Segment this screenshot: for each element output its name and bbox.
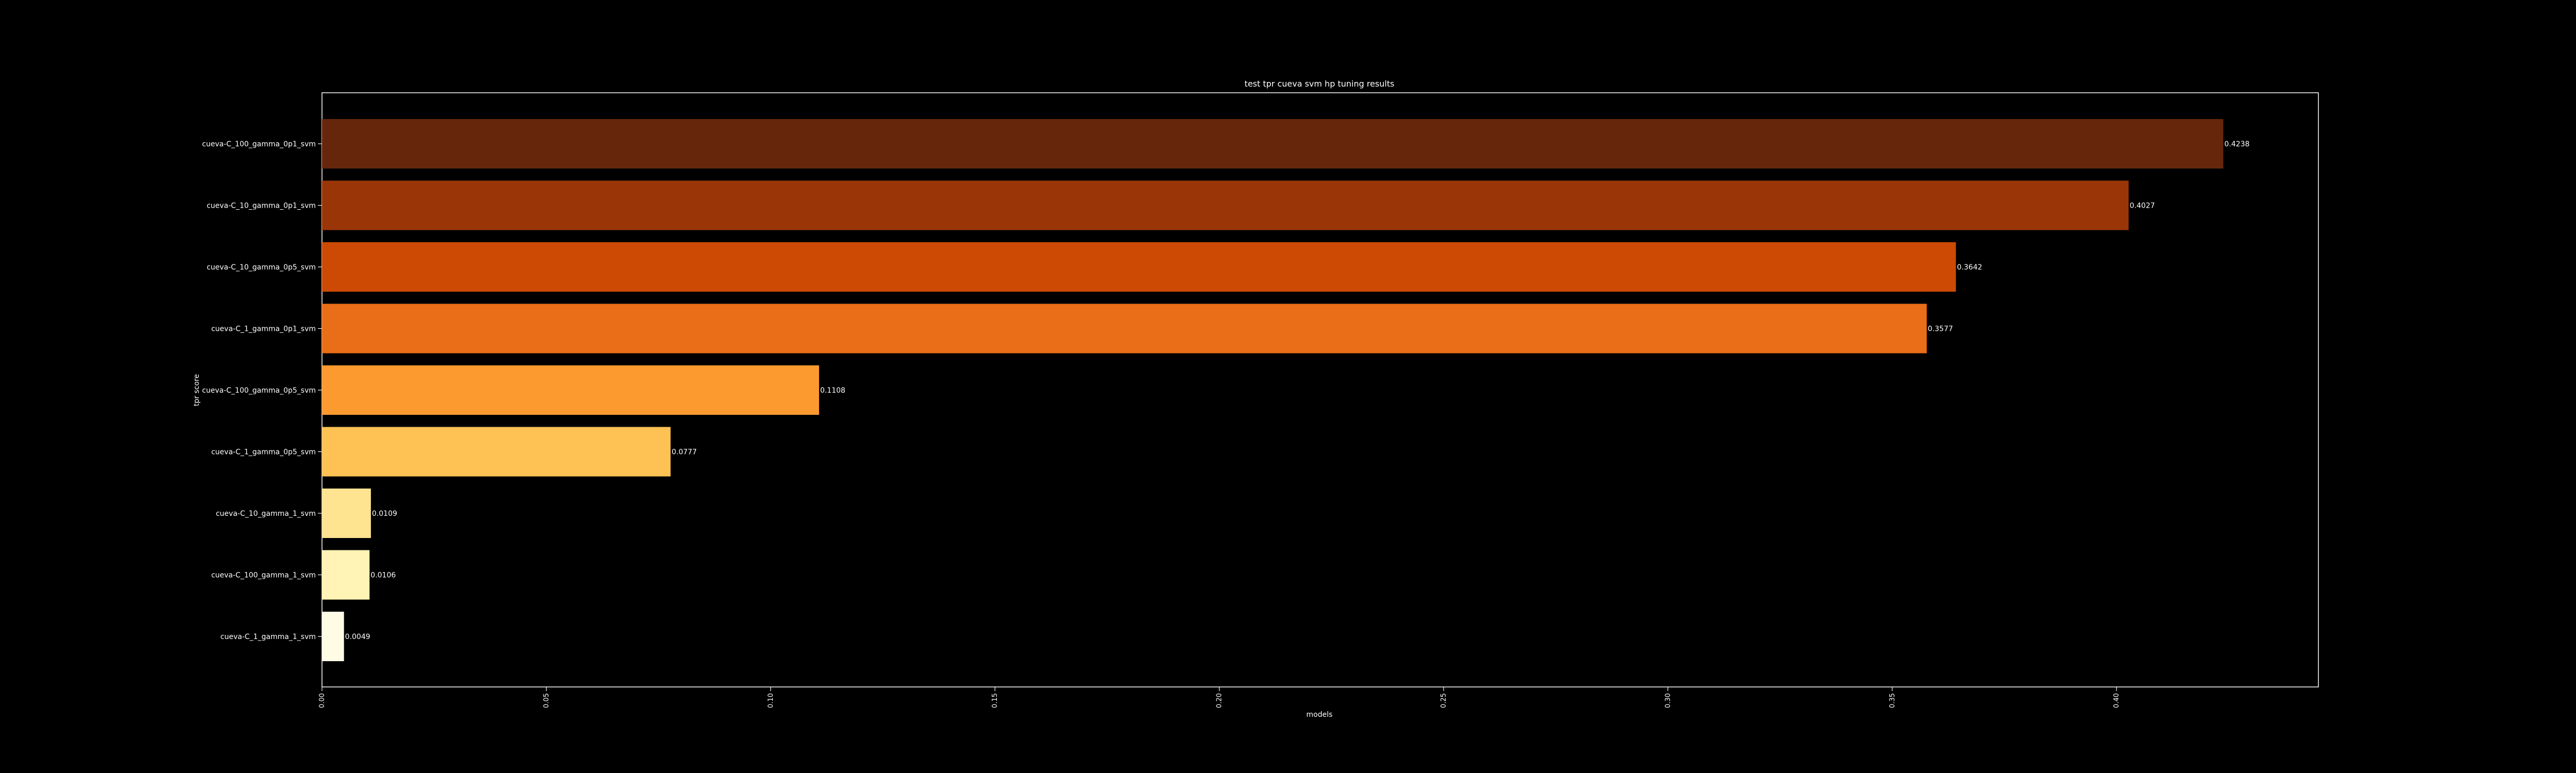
bar-4: [322, 365, 819, 415]
bar-7: [322, 550, 370, 600]
value-label: 0.3577: [1928, 325, 1953, 333]
y-tick-label: cueva-C_100_gamma_1_svm: [211, 572, 316, 580]
y-tick-labels: cueva-C_100_gamma_0p1_svm cueva-C_10_gamm…: [202, 140, 322, 641]
value-label: 0.4238: [2224, 140, 2249, 148]
x-tick-label: 0.00: [318, 693, 326, 708]
x-tick-label: 0.20: [1216, 693, 1224, 708]
x-tick-labels: 0.00 0.05 0.10 0.15 0.20 0.25 0.30 0.35 0.40: [318, 687, 2121, 708]
x-tick-label: 0.40: [2113, 693, 2121, 708]
bar-5: [322, 427, 671, 477]
y-axis-label: tpr score: [193, 374, 201, 406]
chart-title: test tpr cueva svm hp tuning results: [1245, 79, 1395, 89]
bar-8: [322, 612, 344, 661]
x-tick-label: 0.30: [1664, 693, 1672, 708]
y-tick-label: cueva-C_10_gamma_1_svm: [216, 510, 316, 518]
x-tick-label: 0.35: [1889, 693, 1896, 708]
value-label: 0.1108: [820, 386, 845, 395]
x-tick-label: 0.25: [1440, 693, 1448, 708]
y-tick-label: cueva-C_10_gamma_0p1_svm: [207, 202, 316, 210]
y-tick-label: cueva-C_100_gamma_0p5_svm: [202, 386, 316, 395]
x-axis-label: models: [1307, 711, 1333, 719]
value-label: 0.0109: [372, 510, 397, 518]
value-label: 0.0049: [345, 633, 370, 641]
y-tick-label: cueva-C_10_gamma_0p5_svm: [207, 263, 316, 272]
value-labels: 0.4238 0.4027 0.3642 0.3577 0.1108 0.0777 0.01…: [345, 140, 2250, 641]
x-tick-label: 0.10: [767, 693, 775, 708]
x-tick-label: 0.05: [543, 693, 550, 708]
y-tick-label: cueva-C_1_gamma_0p1_svm: [211, 325, 316, 333]
y-tick-label: cueva-C_1_gamma_1_svm: [221, 633, 316, 641]
bar-1: [322, 180, 2129, 230]
y-tick-label: cueva-C_100_gamma_0p1_svm: [202, 140, 316, 148]
value-label: 0.0777: [672, 448, 697, 457]
bar-2: [322, 242, 1956, 292]
value-label: 0.3642: [1957, 263, 1982, 272]
bar-6: [322, 489, 371, 538]
value-label: 0.0106: [370, 572, 396, 580]
x-tick-label: 0.15: [991, 693, 999, 708]
y-tick-label: cueva-C_1_gamma_0p5_svm: [211, 448, 316, 457]
bar-0: [322, 119, 2224, 169]
value-label: 0.4027: [2130, 202, 2155, 210]
bar-3: [322, 304, 1927, 354]
bars-layer: [322, 119, 2224, 661]
